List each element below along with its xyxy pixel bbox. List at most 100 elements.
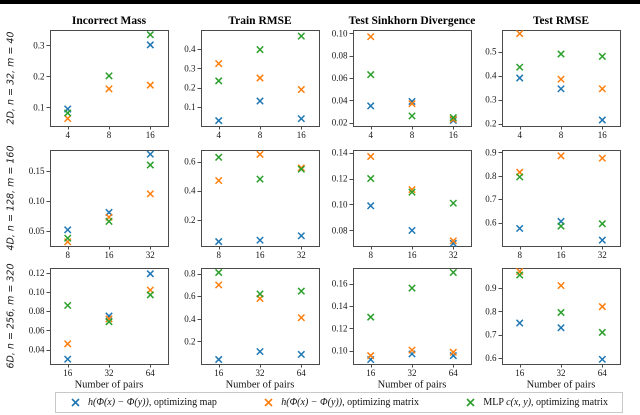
marker-mlp-opt-matrix <box>557 222 565 230</box>
x-axis-label: Number of pairs <box>226 380 295 391</box>
subplot-r1c3: 0.6 0.7 0.8 0.9 8 16 32 <box>485 147 621 260</box>
x-tick-label: 16 <box>449 130 459 140</box>
x-tick-label: 8 <box>368 250 373 260</box>
marker-h-opt-map <box>598 236 607 244</box>
marker-h-opt-matrix <box>214 59 223 68</box>
legend-label-text: , optimizing matrix <box>342 397 420 408</box>
marker-h-opt-map <box>214 237 223 246</box>
y-tick-label: 0.6 <box>184 157 196 167</box>
y-tick-label: 0.2 <box>184 336 195 346</box>
x-axis-label: Number of pairs <box>75 380 144 391</box>
subplot-r1c2: 0.08 0.10 0.12 0.14 8 16 32 <box>332 148 472 260</box>
marker-h-opt-matrix <box>557 281 565 290</box>
legend-item-mlp-matrix: MLP c(x, y), optimizing matrix <box>465 397 608 408</box>
y-tick-label: 0.4 <box>184 44 196 54</box>
marker-h-opt-matrix <box>146 190 155 198</box>
y-tick-label: 0.8 <box>485 306 497 316</box>
x-tick-label: 32 <box>297 250 306 260</box>
marker-h-opt-map <box>105 312 113 320</box>
marker-h-opt-matrix <box>598 154 607 162</box>
subplot-r1c1: 0.2 0.4 0.6 8 16 32 <box>184 150 320 260</box>
y-tick-label: 0.2 <box>485 119 496 129</box>
marker-h-opt-matrix <box>297 164 306 172</box>
y-tick-label: 0.3 <box>184 63 196 73</box>
x-tick-label: 16 <box>256 250 266 260</box>
marker-h-opt-map <box>256 347 264 356</box>
x-tick-label: 64 <box>449 368 459 378</box>
y-tick-label: 0.6 <box>485 353 497 363</box>
x-tick-label: 16 <box>146 130 156 140</box>
marker-mlp-opt-matrix <box>256 45 264 54</box>
y-tick-label: 0.9 <box>485 147 497 157</box>
marker-h-opt-matrix <box>146 81 155 89</box>
x-tick-label: 32 <box>105 368 114 378</box>
marker-mlp-opt-matrix <box>366 174 375 183</box>
marker-h-opt-matrix <box>449 348 458 357</box>
legend-label-math: h(Φ(x) − Φ(y)) <box>281 397 343 408</box>
subplot-title: Train RMSE <box>228 15 292 27</box>
marker-mlp-opt-matrix <box>63 109 72 117</box>
plot-frame <box>502 268 621 365</box>
subplot-r0c3: 0.2 0.3 0.4 0.5 4 8 16 Test RMSE <box>485 15 621 140</box>
marker-h-opt-map <box>598 116 607 124</box>
marker-h-opt-matrix <box>105 85 113 93</box>
x-tick-label: 8 <box>559 130 564 140</box>
marker-h-opt-matrix <box>515 29 524 38</box>
y-tick-label: 0.14 <box>332 148 348 158</box>
marker-h-opt-map <box>63 226 72 234</box>
y-tick-label: 0.4 <box>485 71 497 81</box>
top-rule <box>0 0 640 4</box>
marker-h-opt-map <box>146 41 155 49</box>
marker-h-opt-matrix <box>557 75 565 83</box>
x-tick-label: 64 <box>297 368 307 378</box>
y-tick-label: 0.8 <box>485 171 497 181</box>
marker-mlp-opt-matrix <box>515 63 524 71</box>
marker-mlp-opt-matrix <box>598 52 607 61</box>
marker-h-opt-map <box>408 97 416 106</box>
y-tick-label: 0.1 <box>184 102 195 112</box>
plot-frame <box>502 150 621 247</box>
marker-mlp-opt-matrix <box>557 50 565 58</box>
y-tick-label: 0.5 <box>485 47 497 57</box>
marker-mlp-opt-matrix <box>598 220 607 228</box>
y-tick-label: 0.12 <box>29 268 45 278</box>
legend-label: h(Φ(x) − Φ(y)), optimizing matrix <box>281 397 419 408</box>
marker-h-opt-matrix <box>598 302 607 311</box>
marker-mlp-opt-matrix <box>256 290 264 298</box>
y-tick-label: 0.10 <box>29 196 45 206</box>
subplot-r0c0: 0.1 0.2 0.3 4 8 16 Incorrect Mass <box>33 15 169 140</box>
marker-h-opt-map <box>408 226 416 235</box>
marker-h-opt-map <box>515 319 524 327</box>
y-tick-label: 0.16 <box>332 279 348 289</box>
subplot-title: Test Sinkhorn Divergence <box>349 15 476 27</box>
y-tick-label: 0.10 <box>332 28 348 38</box>
legend-label-text: , optimizing map <box>148 397 217 408</box>
marker-h-opt-matrix <box>366 152 375 161</box>
y-tick-label: 0.7 <box>485 194 497 204</box>
marker-h-opt-matrix <box>256 74 264 82</box>
x-tick-label: 16 <box>297 130 307 140</box>
marker-mlp-opt-matrix <box>515 271 524 279</box>
legend-label-text: , optimizing matrix <box>531 397 608 408</box>
x-axis-label: Number of pairs <box>378 380 447 391</box>
marker-h-opt-matrix <box>297 85 306 94</box>
x-tick-label: 8 <box>216 250 221 260</box>
marker-mlp-opt-matrix <box>297 32 306 40</box>
y-tick-label: 0.06 <box>332 73 348 83</box>
marker-mlp-opt-matrix <box>598 328 607 337</box>
marker-mlp-opt-matrix <box>297 165 306 173</box>
marker-h-opt-matrix <box>256 150 264 159</box>
marker-h-opt-matrix <box>557 152 565 160</box>
marker-mlp-opt-matrix <box>408 284 416 292</box>
marker-mlp-opt-matrix <box>214 77 223 85</box>
marker-h-opt-map <box>256 97 264 105</box>
y-tick-label: 0.2 <box>184 83 195 93</box>
x-tick-label: 16 <box>515 368 525 378</box>
y-tick-label: 0.05 <box>29 226 45 236</box>
marker-mlp-opt-matrix <box>297 287 306 295</box>
y-tick-label: 0.9 <box>485 283 497 293</box>
marker-h-opt-matrix <box>449 237 458 245</box>
x-tick-label: 8 <box>258 130 263 140</box>
